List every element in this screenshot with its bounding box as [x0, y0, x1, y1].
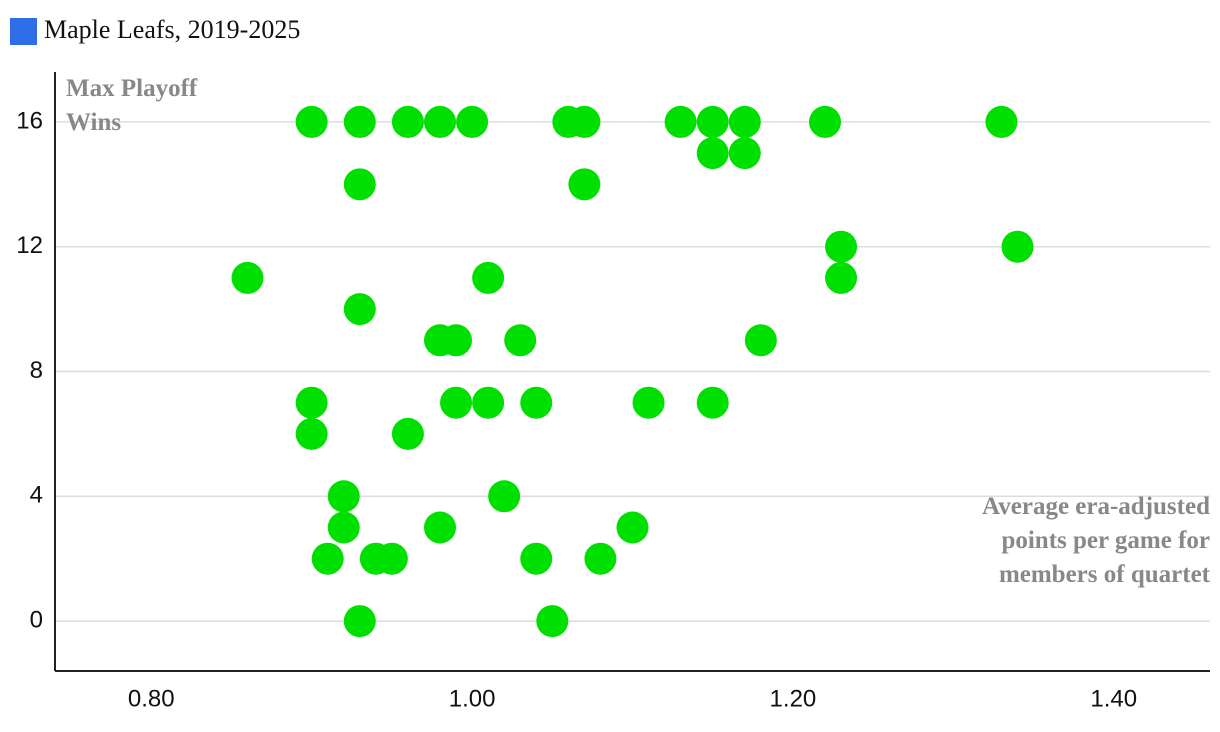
point — [809, 105, 841, 138]
point — [696, 386, 729, 419]
point — [825, 230, 858, 263]
legend-marker — [10, 18, 37, 45]
point — [632, 386, 665, 419]
x-tick-label: 1.20 — [770, 685, 817, 712]
point — [825, 261, 858, 294]
point — [744, 324, 777, 357]
point — [664, 105, 697, 138]
point — [504, 324, 537, 357]
point — [343, 105, 376, 138]
point — [375, 542, 408, 575]
point — [295, 386, 328, 419]
point — [440, 324, 473, 357]
point — [295, 417, 328, 450]
y-tick-label: 16 — [16, 107, 43, 134]
point — [1001, 230, 1034, 263]
point — [536, 605, 569, 638]
point — [231, 261, 264, 294]
point — [327, 480, 360, 513]
point — [456, 105, 489, 138]
y-tick-label: 4 — [30, 482, 43, 509]
point — [696, 137, 729, 170]
point — [728, 137, 761, 170]
x-tick-label: 1.40 — [1090, 685, 1137, 712]
point — [728, 105, 761, 138]
point — [440, 386, 473, 419]
point — [424, 511, 456, 544]
point — [472, 261, 505, 294]
point — [568, 168, 601, 201]
x-axis-title: Average era-adjusted points per game for… — [982, 493, 1210, 588]
point — [616, 511, 649, 544]
point — [391, 417, 424, 450]
point — [696, 105, 729, 138]
legend-label: Maple Leafs, 2019-2025 — [44, 15, 300, 44]
y-axis-title: Max Playoff Wins — [66, 75, 198, 136]
point — [520, 386, 553, 419]
point — [327, 511, 360, 544]
point — [488, 480, 521, 513]
point — [472, 386, 505, 419]
point — [568, 105, 601, 138]
point — [311, 542, 344, 575]
y-tick-label: 8 — [30, 357, 43, 384]
point — [391, 105, 424, 138]
point — [343, 168, 376, 201]
point — [295, 105, 328, 138]
x-tick-label: 1.00 — [449, 685, 496, 712]
point — [343, 605, 376, 638]
point — [343, 293, 376, 326]
y-tick-label: 0 — [30, 606, 43, 633]
point — [424, 105, 456, 138]
x-tick-label: 0.80 — [128, 685, 175, 712]
point — [584, 542, 617, 575]
y-tick-label: 12 — [16, 232, 43, 259]
point — [985, 105, 1018, 138]
point — [520, 542, 553, 575]
